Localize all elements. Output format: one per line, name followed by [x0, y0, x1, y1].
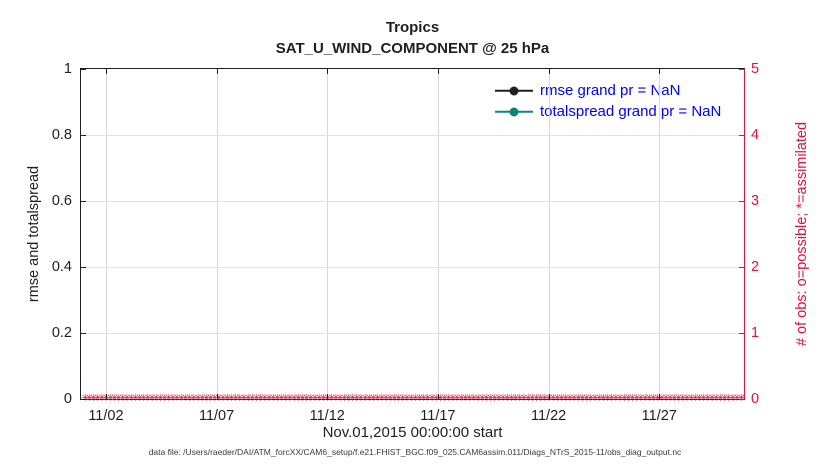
left-y-tick-label: 1 [63, 61, 72, 77]
x-tick-mark-bottom [105, 394, 107, 399]
right-y-tick-label: 1 [751, 325, 760, 341]
x-gridline [327, 69, 329, 399]
left-y-tick-mark [81, 267, 86, 268]
legend-label-rmse: rmse grand pr = NaN [540, 82, 681, 99]
right-y-tick-mark [739, 333, 744, 334]
x-tick-mark-bottom [659, 394, 661, 399]
x-gridline [659, 69, 661, 399]
x-tick-mark-top [548, 69, 550, 74]
x-tick-mark-bottom [216, 394, 218, 399]
x-gridline [216, 69, 218, 399]
right-y-tick-mark [739, 201, 744, 202]
x-tick-label: 11/27 [641, 408, 677, 424]
plot-subtitle: SAT_U_WIND_COMPONENT @ 25 hPa [275, 40, 550, 57]
y-gridline [81, 135, 744, 136]
left-y-tick-mark [81, 135, 86, 136]
plot-area: ✳✳✳✳✳✳✳✳✳✳✳✳✳✳✳✳✳✳✳✳✳✳✳✳✳✳✳✳✳✳✳✳✳✳✳✳✳✳✳✳… [52, 61, 759, 424]
x-gridline [548, 69, 550, 399]
left-y-tick-mark [81, 333, 86, 334]
x-tick-mark-top [327, 69, 329, 74]
x-tick-mark-top [659, 69, 661, 74]
data-file-path: data file: /Users/raeder/DAI/ATM_forcXX/… [148, 447, 682, 457]
legend-label-totalspread: totalspread grand pr = NaN [540, 103, 722, 120]
x-gridline [105, 69, 107, 399]
right-y-tick-label: 0 [751, 391, 760, 407]
left-y-tick-mark [81, 69, 86, 70]
left-y-axis-label: rmse and totalspread [26, 165, 42, 303]
legend-row-rmse: rmse grand pr = NaN [495, 80, 721, 101]
x-tick-mark-top [437, 69, 439, 74]
x-tick-mark-bottom [437, 394, 439, 399]
x-tick-label: 11/02 [88, 408, 124, 424]
x-tick-label: 11/17 [420, 408, 456, 424]
left-y-tick-label: 0.4 [51, 259, 72, 275]
right-y-tick-mark [739, 399, 744, 400]
x-tick-mark-top [105, 69, 107, 74]
left-y-tick-mark [81, 399, 86, 400]
rmse-line-marker-icon [495, 80, 533, 101]
x-tick-label: 11/22 [531, 408, 567, 424]
y-gridline [81, 333, 744, 334]
right-y-tick-mark [739, 69, 744, 70]
legend-row-totalspread: totalspread grand pr = NaN [495, 101, 721, 122]
x-tick-mark-bottom [548, 394, 550, 399]
y-gridline [81, 267, 744, 268]
left-y-tick-mark [81, 201, 86, 202]
x-tick-label: 11/07 [198, 408, 235, 424]
right-y-tick-mark [739, 135, 744, 136]
right-y-tick-label: 2 [751, 259, 760, 275]
left-y-tick-label: 0 [63, 391, 72, 407]
right-y-axis-label: # of obs: o=possible; *=assimilated [794, 121, 810, 347]
obs-count-marker-band: ✳✳✳✳✳✳✳✳✳✳✳✳✳✳✳✳✳✳✳✳✳✳✳✳✳✳✳✳✳✳✳✳✳✳✳✳✳✳✳✳… [81, 393, 744, 404]
left-y-tick-label: 0.8 [51, 127, 72, 143]
legend: rmse grand pr = NaN totalspread grand pr… [495, 80, 721, 122]
x-gridline [437, 69, 439, 399]
y-gridline [81, 201, 744, 202]
right-y-tick-label: 4 [751, 127, 760, 143]
title-block: Tropics SAT_U_WIND_COMPONENT @ 25 hPa [80, 17, 745, 59]
right-y-tick-label: 5 [751, 61, 760, 77]
totalspread-line-marker-icon [495, 101, 533, 122]
right-y-tick-mark [739, 267, 744, 268]
plot-title: Tropics [385, 19, 440, 36]
x-axis-label: Nov.01,2015 00:00:00 start [322, 424, 503, 441]
left-y-tick-label: 0.6 [51, 193, 72, 209]
x-tick-label: 11/12 [309, 408, 345, 424]
x-tick-mark-top [216, 69, 218, 74]
x-tick-mark-bottom [327, 394, 329, 399]
left-y-tick-label: 0.2 [51, 325, 72, 341]
right-y-tick-label: 3 [751, 193, 760, 209]
